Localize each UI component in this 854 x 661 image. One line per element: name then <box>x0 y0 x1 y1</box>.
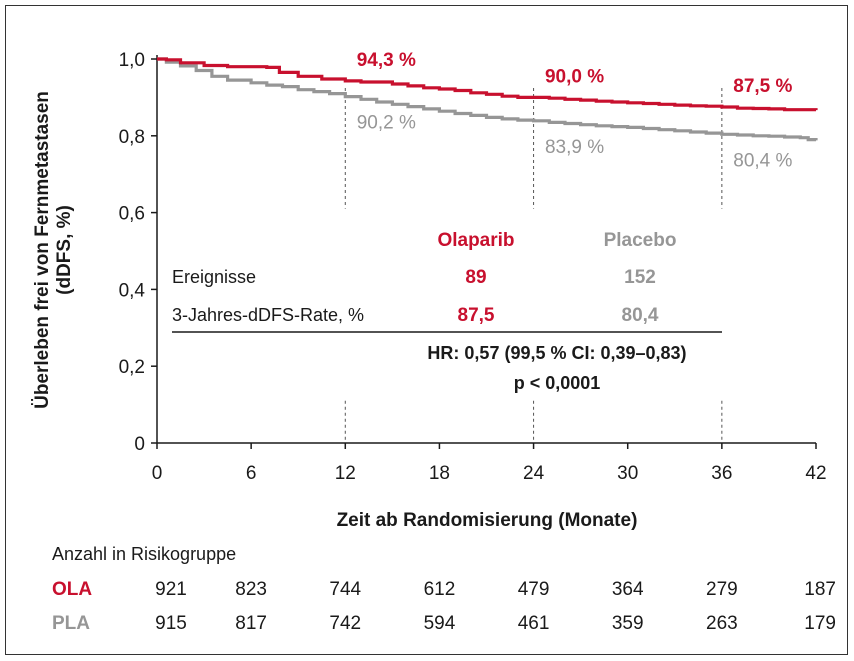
y-tick-label: 0,4 <box>119 280 146 301</box>
series-line-pla <box>157 57 818 142</box>
x-tick-label: 30 <box>617 463 638 484</box>
hazard-ratio-text: HR: 0,57 (99,5 % CI: 0,39–0,83) <box>427 343 686 363</box>
risk-table-title: Anzahl in Risikogruppe <box>52 544 236 564</box>
risk-value-ola: 364 <box>612 579 644 600</box>
x-tick-label: 6 <box>246 463 257 484</box>
curve-annotations: 94,3 % 90,0 % 87,5 % 90,2 % 83,9 % 80,4 % <box>357 50 793 171</box>
annotation-pla: 90,2 % <box>357 113 416 134</box>
risk-row-label-ola: OLA <box>52 579 92 600</box>
annotation-ola: 94,3 % <box>357 50 416 71</box>
risk-value-pla: 915 <box>155 613 187 634</box>
risk-value-pla: 461 <box>518 613 550 634</box>
risk-value-ola: 479 <box>518 579 550 600</box>
y-axis-label-line1: Überleben frei von Fernmetastasen <box>32 91 53 409</box>
figure-frame <box>5 5 848 655</box>
risk-value-ola: 612 <box>424 579 456 600</box>
summary-row-label: Ereignisse <box>172 267 256 287</box>
summary-cell-ola: 89 <box>465 267 486 288</box>
summary-cell-pla: 152 <box>624 267 656 288</box>
risk-value-ola: 279 <box>706 579 738 600</box>
x-tick-label: 24 <box>523 463 545 484</box>
summary-cell-pla: 80,4 <box>622 305 659 326</box>
annotation-pla: 80,4 % <box>733 150 792 171</box>
risk-value-ola: 921 <box>155 579 187 600</box>
summary-cell-ola: 87,5 <box>458 305 495 326</box>
axes: 0 0,2 0,4 0,6 0,8 1,0 0 6 12 18 24 30 36 42 <box>119 50 827 484</box>
x-tick-label: 12 <box>335 463 356 484</box>
risk-value-pla: 263 <box>706 613 738 634</box>
summary-table: Olaparib Placebo Ereignisse 89 152 3-Jah… <box>172 230 722 393</box>
risk-value-pla: 179 <box>804 613 836 634</box>
x-tick-label: 36 <box>711 463 732 484</box>
x-axis-label: Zeit ab Randomisierung (Monate) <box>337 510 638 531</box>
y-tick-label: 0,6 <box>119 204 145 225</box>
survival-curves <box>157 57 818 142</box>
x-tick-label: 42 <box>805 463 826 484</box>
summary-header-placebo: Placebo <box>604 230 677 251</box>
annotation-pla: 83,9 % <box>545 137 604 158</box>
risk-value-pla: 742 <box>329 613 361 634</box>
risk-value-ola: 187 <box>804 579 836 600</box>
annotation-ola: 90,0 % <box>545 66 604 87</box>
summary-row-label: 3-Jahres-dDFS-Rate, % <box>172 305 364 325</box>
series-line-ola <box>157 57 818 112</box>
risk-value-ola: 823 <box>235 579 267 600</box>
annotation-ola: 87,5 % <box>733 76 792 97</box>
x-tick-label: 18 <box>429 463 450 484</box>
y-tick-label: 0,8 <box>119 127 145 148</box>
risk-row-label-pla: PLA <box>52 613 90 634</box>
risk-value-ola: 744 <box>329 579 361 600</box>
risk-table: Anzahl in Risikogruppe OLA 921 823 744 612 47… <box>52 544 836 634</box>
risk-value-pla: 817 <box>235 613 267 634</box>
risk-value-pla: 359 <box>612 613 644 634</box>
risk-value-pla: 594 <box>424 613 456 634</box>
y-tick-label: 0 <box>134 434 145 455</box>
summary-header-olaparib: Olaparib <box>437 230 514 251</box>
p-value-text: p < 0,0001 <box>514 373 601 393</box>
x-tick-label: 0 <box>152 463 163 484</box>
y-axis-label-line2: (dDFS, %) <box>54 205 75 295</box>
y-tick-label: 1,0 <box>119 50 145 71</box>
y-tick-label: 0,2 <box>119 357 145 378</box>
